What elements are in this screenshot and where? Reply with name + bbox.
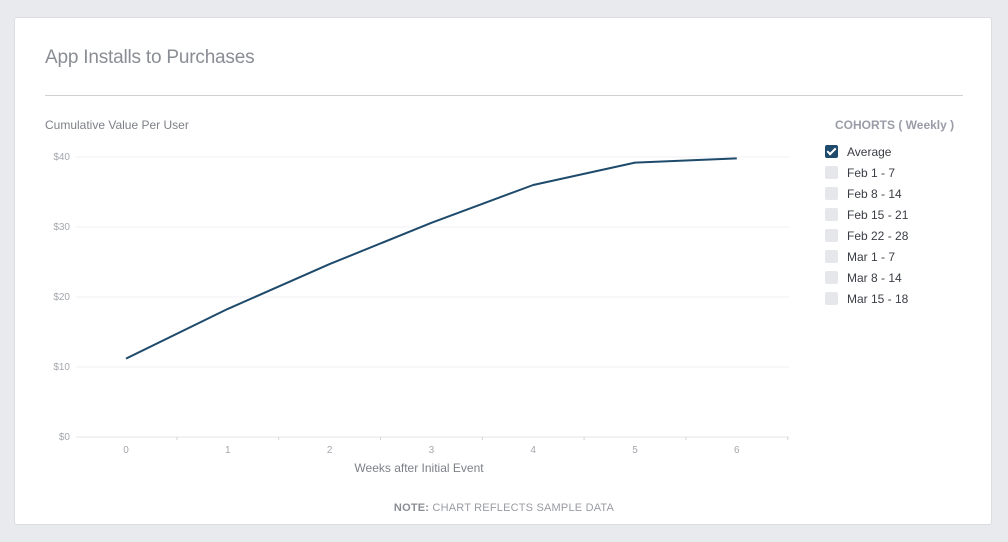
x-tick-label: 0 xyxy=(123,445,129,456)
y-tick-label: $40 xyxy=(53,152,70,163)
cohort-legend: COHORTS ( Weekly ) Average Feb 1 - 7 Feb 8… xyxy=(825,118,975,309)
x-axis-label: Weeks after Initial Event xyxy=(354,461,484,475)
y-tick-label: $10 xyxy=(53,362,70,373)
legend-item-label: Mar 8 - 14 xyxy=(847,270,902,285)
note-text: CHART REFLECTS SAMPLE DATA xyxy=(432,502,615,514)
cohort-checkbox[interactable] xyxy=(825,229,838,242)
legend-item-1[interactable]: Feb 1 - 7 xyxy=(825,162,975,183)
legend-item-7[interactable]: Mar 15 - 18 xyxy=(825,288,975,309)
title-divider xyxy=(45,95,963,96)
cohort-checkbox[interactable] xyxy=(825,208,838,221)
series-line-average xyxy=(125,157,737,360)
legend-item-label: Feb 8 - 14 xyxy=(847,186,902,201)
y-axis-label: Cumulative Value Per User xyxy=(45,118,189,132)
y-tick-label: $0 xyxy=(59,432,71,443)
legend-items: Average Feb 1 - 7 Feb 8 - 14 Feb 15 - 21 Feb… xyxy=(825,141,975,309)
line-chart: $0 $10 $20 $30 $40 0 1 2 3 4 5 6 Weeks after Initi… xyxy=(53,152,789,475)
legend-item-5[interactable]: Mar 1 - 7 xyxy=(825,246,975,267)
page-title: App Installs to Purchases xyxy=(45,47,255,68)
legend-item-label: Feb 1 - 7 xyxy=(847,165,896,180)
cohort-checkbox[interactable] xyxy=(825,292,838,305)
series-lines xyxy=(125,157,737,360)
cohort-checkbox[interactable] xyxy=(825,271,838,284)
legend-item-3[interactable]: Feb 15 - 21 xyxy=(825,204,975,225)
y-tick-label: $20 xyxy=(53,292,70,303)
grid-lines xyxy=(76,156,789,438)
cohort-checkbox[interactable] xyxy=(825,250,838,263)
x-tick-label: 1 xyxy=(225,445,231,456)
legend-item-label: Average xyxy=(847,144,892,159)
note-prefix: NOTE: xyxy=(393,502,430,514)
legend-item-2[interactable]: Feb 8 - 14 xyxy=(825,183,975,204)
cohort-checkbox[interactable] xyxy=(825,145,838,158)
legend-item-6[interactable]: Mar 8 - 14 xyxy=(825,267,975,288)
x-tick-label: 6 xyxy=(734,445,740,456)
x-axis: 0 1 2 3 4 5 6 xyxy=(123,437,789,456)
legend-item-label: Feb 15 - 21 xyxy=(847,207,909,222)
legend-item-label: Feb 22 - 28 xyxy=(847,228,909,243)
x-tick-label: 3 xyxy=(429,445,435,456)
legend-item-0[interactable]: Average xyxy=(825,141,975,162)
x-tick-label: 2 xyxy=(327,445,333,456)
legend-title: COHORTS ( Weekly ) xyxy=(835,118,955,132)
legend-item-4[interactable]: Feb 22 - 28 xyxy=(825,225,975,246)
legend-item-label: Mar 15 - 18 xyxy=(847,291,909,306)
x-tick-label: 5 xyxy=(632,445,638,456)
cohort-checkbox[interactable] xyxy=(825,187,838,200)
sample-data-note: NOTE: CHART REFLECTS SAMPLE DATA xyxy=(15,502,993,514)
y-tick-labels: $0 $10 $20 $30 $40 xyxy=(53,152,70,443)
chart-card: App Installs to Purchases Cumulative Val… xyxy=(14,17,992,525)
y-tick-label: $30 xyxy=(53,222,70,233)
legend-item-label: Mar 1 - 7 xyxy=(847,249,896,264)
cohort-checkbox[interactable] xyxy=(825,166,838,179)
x-tick-label: 4 xyxy=(530,445,536,456)
